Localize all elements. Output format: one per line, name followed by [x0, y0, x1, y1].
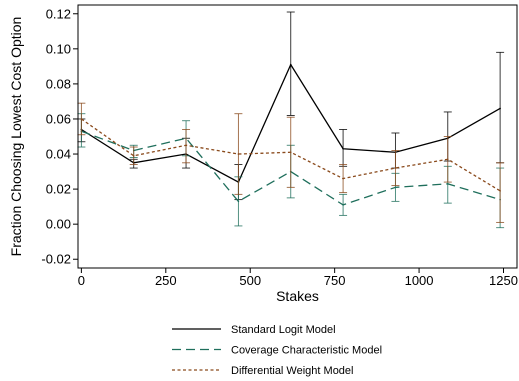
data-point [342, 204, 344, 206]
data-point [446, 183, 449, 185]
legend-label: Coverage Characteristic Model [231, 345, 382, 357]
axes: 0 250 500 750 1000 1250 -0.02 0.00 0.02 0.04 0.06 0… [41, 4, 518, 288]
x-tick-label: 1000 [405, 273, 434, 288]
y-tick-label: 0.02 [46, 182, 71, 197]
legend-label: Differential Weight Model [231, 365, 354, 377]
data-point [394, 167, 397, 169]
y-axis-title: Fraction Choosing Lowest Cost Option [8, 17, 24, 257]
data-point [499, 190, 501, 192]
y-tick-label: 0.04 [46, 147, 71, 162]
y-tick-label: 0.00 [46, 217, 71, 232]
data-point [499, 107, 501, 110]
series-0 [77, 11, 505, 201]
series-2 [77, 102, 505, 223]
legend-label: Standard Logit Model [231, 324, 336, 336]
series-group [77, 11, 505, 229]
data-point [132, 154, 135, 157]
data-point [289, 151, 292, 154]
x-tick-label: 250 [155, 273, 177, 288]
y-tick-label: 0.12 [46, 6, 71, 21]
data-point [80, 118, 83, 120]
data-point [394, 186, 397, 189]
data-point [446, 158, 449, 161]
x-tick-label: 0 [78, 273, 85, 288]
data-point [342, 177, 344, 180]
data-point [237, 153, 240, 155]
plot-frame [77, 4, 518, 269]
y-tick-label: -0.02 [41, 252, 71, 267]
y-tick-label: 0.08 [46, 76, 71, 91]
x-tick-label: 500 [239, 273, 261, 288]
x-tick-label: 1250 [489, 273, 518, 288]
y-tick-label: 0.06 [46, 111, 71, 126]
data-point [289, 63, 292, 66]
y-tick-label: 0.10 [46, 41, 71, 56]
data-point [185, 144, 187, 147]
data-point [237, 200, 240, 203]
x-tick-label: 750 [324, 273, 346, 288]
x-axis-title: Stakes [276, 288, 319, 304]
legend: Standard Logit Model Coverage Characteris… [172, 324, 382, 377]
data-point [342, 147, 344, 150]
series-line [81, 130, 501, 206]
